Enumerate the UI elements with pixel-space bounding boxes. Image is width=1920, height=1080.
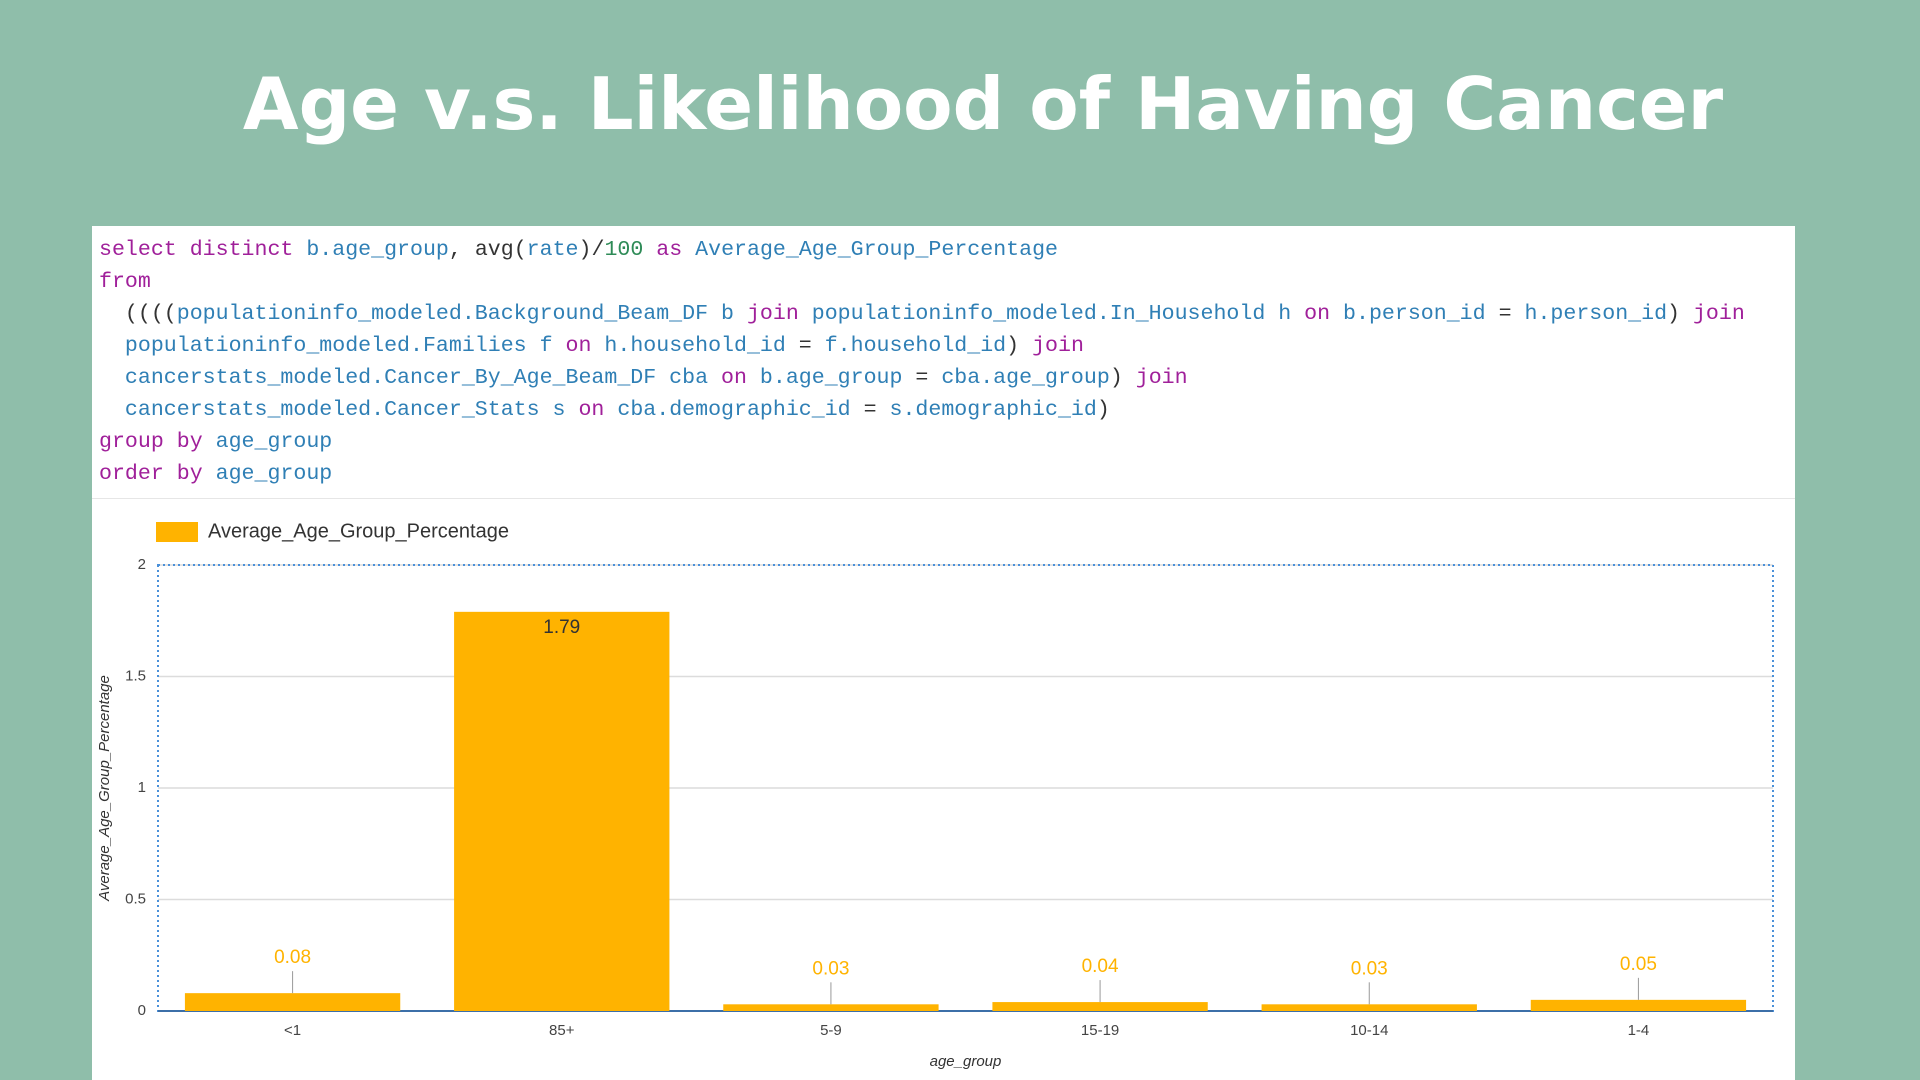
code-token: =: [850, 398, 890, 422]
code-token: =: [785, 334, 825, 358]
code-token: join: [733, 302, 799, 326]
bar: [992, 1002, 1208, 1011]
code-token: cba.age_group: [941, 366, 1110, 390]
code-token: f.household_id: [824, 334, 1007, 358]
x-tick-label: 5-9: [820, 1022, 842, 1039]
code-token: 100: [604, 238, 644, 262]
code-token: =: [902, 366, 942, 390]
code-line: cancerstats_modeled.Cancer_By_Age_Beam_D…: [99, 362, 1745, 394]
code-token: b.person_id: [1330, 302, 1486, 326]
bar: [1261, 1004, 1477, 1011]
legend-label: Average_Age_Group_Percentage: [208, 520, 509, 542]
code-token: b.age_group: [746, 366, 903, 390]
code-token: select distinct: [99, 238, 294, 262]
code-token: cancerstats_modeled.Cancer_Stats s: [99, 398, 566, 422]
code-token: on: [1291, 302, 1331, 326]
code-token: cancerstats_modeled.Cancer_By_Age_Beam_D…: [99, 366, 709, 390]
code-token: from: [99, 270, 151, 294]
code-token: as: [643, 238, 683, 262]
code-token: s.demographic_id: [889, 398, 1097, 422]
code-token: h.person_id: [1524, 302, 1668, 326]
code-token: )/: [578, 238, 605, 262]
legend-swatch: [156, 522, 198, 542]
y-tick-label: 1: [138, 779, 146, 796]
value-label: 1.79: [543, 617, 580, 638]
value-label: 0.04: [1082, 956, 1119, 977]
code-line: ((((populationinfo_modeled.Background_Be…: [99, 298, 1745, 330]
code-line: from: [99, 266, 1745, 298]
code-token: ((((: [99, 302, 177, 326]
code-token: age_group: [202, 462, 333, 486]
x-tick-label: 15-19: [1081, 1022, 1119, 1039]
x-tick-label: 10-14: [1350, 1022, 1388, 1039]
code-token: group by: [99, 430, 203, 454]
code-line: cancerstats_modeled.Cancer_Stats s on cb…: [99, 394, 1745, 426]
code-token: Average_Age_Group_Percentage: [682, 238, 1059, 262]
bar: [1530, 999, 1747, 1011]
bar: [184, 993, 401, 1011]
code-token: ): [1109, 366, 1136, 390]
code-line: group by age_group: [99, 426, 1745, 458]
code-token: on: [708, 366, 747, 390]
code-token: order by: [99, 462, 203, 486]
code-token: join: [1135, 366, 1188, 390]
x-tick-label: 1-4: [1628, 1022, 1650, 1039]
code-token: populationinfo_modeled.Background_Beam_D…: [176, 302, 734, 326]
slide-title: Age v.s. Likelihood of Having Cancer: [242, 62, 1724, 146]
code-token: join: [1032, 334, 1084, 358]
value-label: 0.03: [1351, 958, 1388, 979]
code-block: select distinct b.age_group, avg(rate)/1…: [99, 234, 1745, 490]
bar: [723, 1004, 939, 1011]
separator: [92, 498, 1795, 499]
code-token: ): [1667, 302, 1693, 326]
code-token: , avg(: [448, 238, 527, 262]
value-label: 0.03: [812, 958, 849, 979]
y-axis-label: Average_Age_Group_Percentage: [96, 675, 113, 902]
bar: [454, 611, 670, 1011]
code-token: =: [1485, 302, 1525, 326]
x-axis-label: age_group: [930, 1053, 1002, 1070]
code-token: cba.demographic_id: [604, 398, 851, 422]
panel: select distinct b.age_group, avg(rate)/1…: [92, 226, 1795, 1080]
value-label: 0.08: [274, 947, 311, 968]
code-token: age_group: [202, 430, 333, 454]
code-token: join: [1692, 302, 1745, 326]
y-tick-label: 0: [138, 1002, 146, 1019]
value-label: 0.05: [1620, 954, 1657, 975]
y-tick-label: 1.5: [125, 667, 146, 684]
code-token: populationinfo_modeled.In_Household h: [798, 302, 1292, 326]
code-token: populationinfo_modeled.Families f: [99, 334, 553, 358]
y-tick-label: 2: [138, 556, 146, 573]
x-tick-label: <1: [284, 1022, 301, 1039]
code-line: order by age_group: [99, 458, 1745, 490]
x-tick-label: 85+: [549, 1022, 575, 1039]
code-line: select distinct b.age_group, avg(rate)/1…: [99, 234, 1745, 266]
code-token: ): [1006, 334, 1033, 358]
code-token: h.household_id: [591, 334, 786, 358]
y-tick-label: 0.5: [125, 890, 146, 907]
code-token: rate: [526, 238, 579, 262]
code-token: b.age_group: [293, 238, 449, 262]
code-token: on: [565, 398, 605, 422]
code-token: on: [552, 334, 592, 358]
code-token: ): [1096, 398, 1110, 422]
code-line: populationinfo_modeled.Families f on h.h…: [99, 330, 1745, 362]
